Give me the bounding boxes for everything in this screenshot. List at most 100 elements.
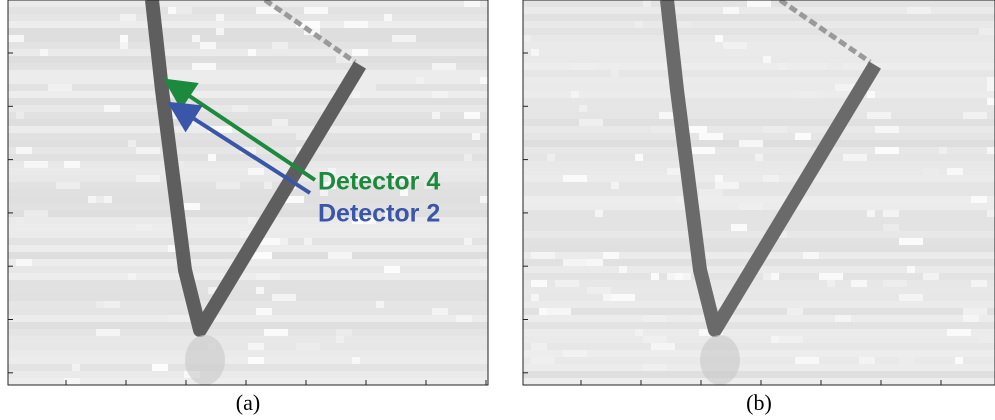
noise — [987, 147, 995, 154]
stripe — [523, 42, 995, 49]
noise — [464, 238, 472, 245]
noise — [248, 217, 256, 224]
noise — [867, 91, 875, 98]
stripe — [523, 196, 995, 203]
noise — [579, 105, 587, 112]
noise — [464, 0, 480, 7]
noise — [136, 147, 160, 154]
noise — [651, 343, 675, 350]
noise — [563, 259, 587, 266]
noise — [192, 63, 216, 70]
stripe — [523, 84, 995, 91]
noise — [96, 196, 104, 203]
noise — [432, 63, 456, 70]
stripe — [8, 336, 488, 343]
noise — [571, 91, 579, 98]
image-panel — [523, 0, 995, 385]
noise — [595, 210, 603, 217]
stripe — [8, 294, 488, 301]
noise — [208, 154, 216, 161]
stripe — [8, 98, 488, 105]
stripe — [8, 287, 488, 294]
stripe — [523, 343, 995, 350]
stripe — [8, 28, 488, 35]
stripe — [8, 21, 488, 28]
noise — [168, 315, 192, 322]
noise — [64, 161, 80, 168]
noise — [531, 280, 547, 287]
stripe — [523, 189, 995, 196]
noise — [547, 154, 555, 161]
stripe — [523, 301, 995, 308]
stripe — [523, 91, 995, 98]
stripe — [523, 21, 995, 28]
stripe — [523, 14, 995, 21]
stripe — [8, 14, 488, 21]
noise — [384, 14, 392, 21]
noise — [104, 105, 120, 112]
noise — [779, 63, 787, 70]
noise — [731, 224, 747, 231]
noise — [987, 77, 995, 84]
noise — [216, 14, 224, 21]
noise — [771, 336, 779, 343]
noise — [963, 308, 987, 315]
noise — [651, 126, 675, 133]
noise — [723, 42, 747, 49]
noise — [851, 280, 867, 287]
noise — [432, 91, 448, 98]
stripe — [523, 133, 995, 140]
noise — [352, 91, 360, 98]
noise — [472, 133, 480, 140]
noise — [96, 329, 120, 336]
noise — [40, 49, 48, 56]
noise — [675, 196, 683, 203]
noise — [763, 56, 771, 63]
stripe — [8, 7, 488, 14]
stripe — [523, 308, 995, 315]
noise — [795, 91, 819, 98]
noise — [539, 91, 547, 98]
noise — [480, 196, 488, 203]
noise — [24, 161, 48, 168]
noise — [795, 133, 811, 140]
noise — [384, 266, 400, 273]
noise — [216, 182, 240, 189]
stripe — [523, 280, 995, 287]
noise — [979, 336, 995, 343]
stripe — [8, 315, 488, 322]
noise — [699, 133, 723, 140]
noise — [699, 189, 723, 196]
noise — [344, 21, 368, 28]
stripe — [8, 70, 488, 77]
noise — [352, 49, 368, 56]
noise — [336, 329, 352, 336]
noise — [763, 175, 779, 182]
noise — [531, 357, 555, 364]
noise — [136, 175, 160, 182]
noise — [923, 273, 939, 280]
noise — [416, 77, 424, 84]
noise — [464, 112, 480, 119]
noise — [304, 238, 312, 245]
noise — [392, 35, 416, 42]
noise — [843, 154, 867, 161]
noise — [771, 273, 779, 280]
noise — [376, 301, 384, 308]
noise — [464, 154, 472, 161]
noise — [523, 35, 531, 42]
annotation: Detector 2 — [318, 200, 440, 228]
stripe — [8, 42, 488, 49]
noise — [979, 28, 995, 35]
stripe — [8, 56, 488, 63]
noise — [48, 84, 72, 91]
noise — [971, 280, 987, 287]
noise — [72, 364, 80, 371]
noise — [923, 168, 939, 175]
stripe — [8, 329, 488, 336]
stripe — [523, 336, 995, 343]
noise — [723, 7, 739, 14]
noise — [168, 245, 176, 252]
noise — [531, 49, 539, 56]
noise — [168, 7, 176, 14]
